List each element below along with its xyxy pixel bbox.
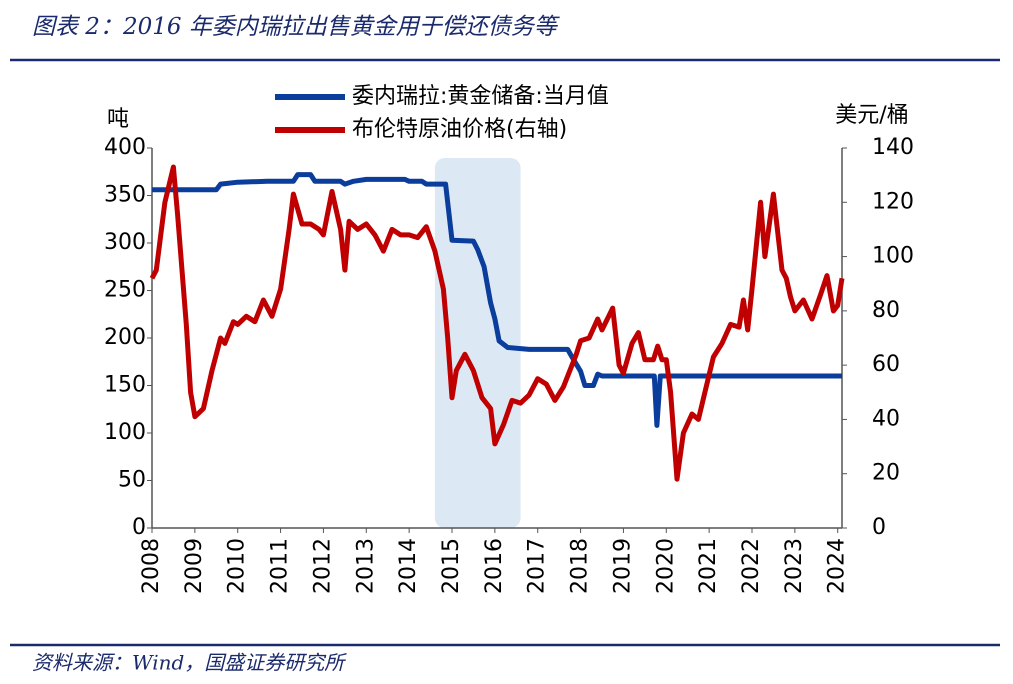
y-tick-label: 50 [118, 468, 146, 493]
y-tick-label: 0 [132, 515, 146, 540]
y-tick-label: 150 [104, 373, 146, 398]
y2-tick-label: 100 [872, 244, 914, 269]
x-tick-label: 2024 [825, 538, 850, 594]
x-tick-label: 2013 [353, 538, 378, 594]
x-tick-label: 2010 [225, 538, 250, 594]
y-tick-label: 200 [104, 325, 146, 350]
x-tick-label: 2011 [268, 538, 293, 594]
series-line [152, 172, 842, 428]
chart-title: 图表 2：2016 年委内瑞拉出售黄金用于偿还债务等 [32, 14, 561, 40]
y-tick-label: 250 [104, 278, 146, 303]
x-tick-label: 2014 [396, 538, 421, 594]
y2-tick-label: 20 [872, 461, 900, 486]
x-tick-label: 2021 [696, 538, 721, 594]
legend-label: 委内瑞拉:黄金储备:当月值 [352, 84, 609, 109]
x-tick-label: 2022 [739, 538, 764, 594]
y2-axis-label: 美元/桶 [835, 103, 908, 128]
x-tick-label: 2017 [525, 538, 550, 594]
x-tick-label: 2008 [139, 538, 164, 594]
y-tick-label: 350 [104, 183, 146, 208]
legend-label: 布伦特原油价格(右轴) [352, 117, 567, 142]
y-tick-label: 300 [104, 230, 146, 255]
x-tick-label: 2012 [310, 538, 335, 594]
y2-tick-label: 60 [872, 352, 900, 377]
y2-tick-label: 120 [872, 189, 914, 214]
x-tick-label: 2020 [653, 538, 678, 594]
x-tick-label: 2018 [568, 538, 593, 594]
y-tick-label: 100 [104, 420, 146, 445]
x-tick-label: 2023 [782, 538, 807, 594]
x-tick-label: 2009 [182, 538, 207, 594]
y2-tick-label: 0 [872, 515, 886, 540]
y2-tick-label: 40 [872, 406, 900, 431]
y2-tick-label: 140 [872, 135, 914, 160]
y-axis-label: 吨 [107, 107, 129, 132]
y-tick-label: 400 [104, 135, 146, 160]
x-tick-label: 2015 [439, 538, 464, 594]
source: 资料来源：Wind，国盛证券研究所 [32, 651, 347, 675]
series-line [149, 164, 845, 482]
x-tick-label: 2019 [610, 538, 635, 594]
y2-tick-label: 80 [872, 298, 900, 323]
x-tick-label: 2016 [482, 538, 507, 594]
